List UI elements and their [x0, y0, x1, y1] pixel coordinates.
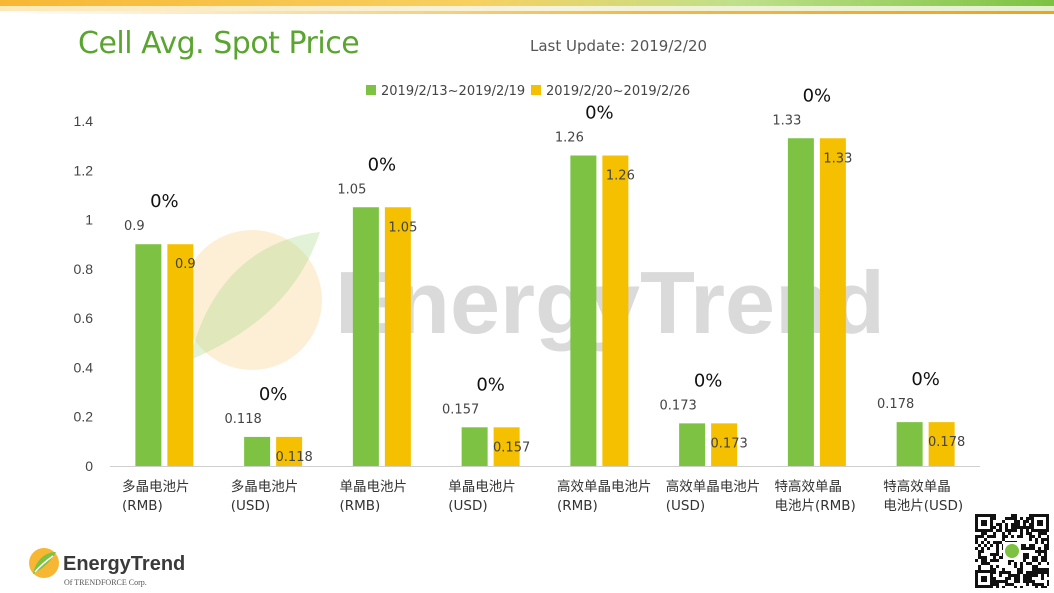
change-label: 0% — [585, 103, 614, 124]
y-tick-label: 0 — [85, 458, 93, 474]
data-label-series-1: 0.157 — [442, 402, 479, 417]
category-label: (USD) — [666, 498, 705, 514]
data-label-series-2: 0.9 — [175, 257, 196, 272]
category-label: 电池片(USD) — [883, 498, 963, 514]
category-label: 特高效单晶 — [883, 478, 951, 495]
change-label: 0% — [911, 369, 940, 390]
change-label: 0% — [150, 191, 179, 212]
bar-series-1 — [244, 436, 271, 466]
bar-series-1 — [352, 207, 379, 466]
last-update-text: Last Update: 2019/2/20 — [530, 37, 708, 55]
y-tick-label: 0.6 — [74, 310, 94, 326]
data-label-series-1: 0.178 — [877, 397, 914, 412]
data-label-series-2: 0.178 — [928, 435, 965, 450]
category-label: (RMB) — [557, 498, 598, 514]
watermark: EnergyTrend — [182, 230, 885, 370]
data-label-series-1: 0.118 — [225, 412, 262, 427]
data-label-series-2: 0.157 — [493, 440, 530, 455]
y-tick-label: 1.4 — [74, 113, 94, 129]
data-label-series-1: 1.26 — [555, 131, 584, 146]
watermark-leaf-icon — [190, 232, 320, 360]
legend-swatch-series-2 — [531, 85, 541, 95]
bar-series-2 — [276, 436, 303, 466]
category-label: (RMB) — [122, 498, 163, 514]
data-label-series-1: 0.9 — [124, 219, 145, 234]
bar-series-1 — [570, 155, 597, 466]
bar-series-2 — [493, 427, 520, 466]
bar-series-2 — [928, 422, 955, 466]
category-label: 多晶电池片 — [122, 478, 190, 495]
logo-subtext: Of TRENDFORCE Corp. — [64, 578, 147, 587]
data-label-series-2: 1.33 — [823, 151, 852, 166]
change-label: 0% — [803, 85, 832, 106]
category-label: 高效单晶电池片 — [666, 478, 761, 495]
change-label: 0% — [694, 370, 723, 391]
category-label: 特高效单晶 — [775, 478, 843, 495]
data-label-series-2: 1.05 — [388, 220, 417, 235]
category-label: (RMB) — [340, 498, 381, 514]
category-label: 多晶电池片 — [231, 478, 299, 495]
data-label-series-2: 1.26 — [606, 169, 635, 184]
top-decorative-bar — [0, 0, 1054, 22]
qr-code — [975, 514, 1049, 588]
legend-swatch-series-1 — [366, 85, 376, 95]
watermark-circle-icon — [182, 230, 322, 370]
data-label-series-1: 1.33 — [772, 113, 801, 128]
bar-series-2 — [167, 244, 194, 466]
category-label: 电池片(RMB) — [775, 498, 856, 514]
bar-series-1 — [787, 138, 814, 466]
legend-label-series-2: 2019/2/20~2019/2/26 — [546, 84, 690, 99]
data-label-series-1: 0.173 — [660, 398, 697, 413]
change-label: 0% — [259, 384, 288, 405]
energytrend-logo: EnergyTrend Of TRENDFORCE Corp. — [29, 548, 185, 587]
y-tick-label: 1 — [85, 212, 93, 228]
change-label: 0% — [476, 374, 505, 395]
bar-series-2 — [384, 207, 411, 466]
data-label-series-2: 0.173 — [711, 436, 748, 451]
y-tick-label: 0.2 — [74, 409, 94, 425]
logo-text: EnergyTrend — [63, 553, 185, 575]
bar-series-2 — [602, 155, 629, 466]
page-title: Cell Avg. Spot Price — [78, 26, 360, 61]
category-label: 单晶电池片 — [340, 479, 408, 495]
category-label: (USD) — [448, 498, 487, 514]
y-tick-label: 1.2 — [74, 162, 94, 178]
data-label-series-1: 1.05 — [337, 182, 366, 197]
y-tick-label: 0.8 — [74, 261, 94, 277]
bar-series-2 — [711, 423, 738, 466]
y-tick-label: 0.4 — [74, 359, 94, 375]
bar-series-1 — [896, 422, 923, 466]
bar-series-2 — [819, 138, 846, 466]
bar-series-1 — [135, 244, 162, 466]
category-label: 单晶电池片 — [448, 479, 516, 495]
legend-label-series-1: 2019/2/13~2019/2/19 — [381, 84, 525, 99]
change-label: 0% — [368, 154, 397, 175]
data-label-series-2: 0.118 — [276, 450, 313, 465]
category-label: 高效单晶电池片 — [557, 478, 652, 495]
category-label: (USD) — [231, 498, 270, 514]
bar-series-1 — [679, 423, 706, 466]
bar-series-1 — [461, 427, 488, 466]
